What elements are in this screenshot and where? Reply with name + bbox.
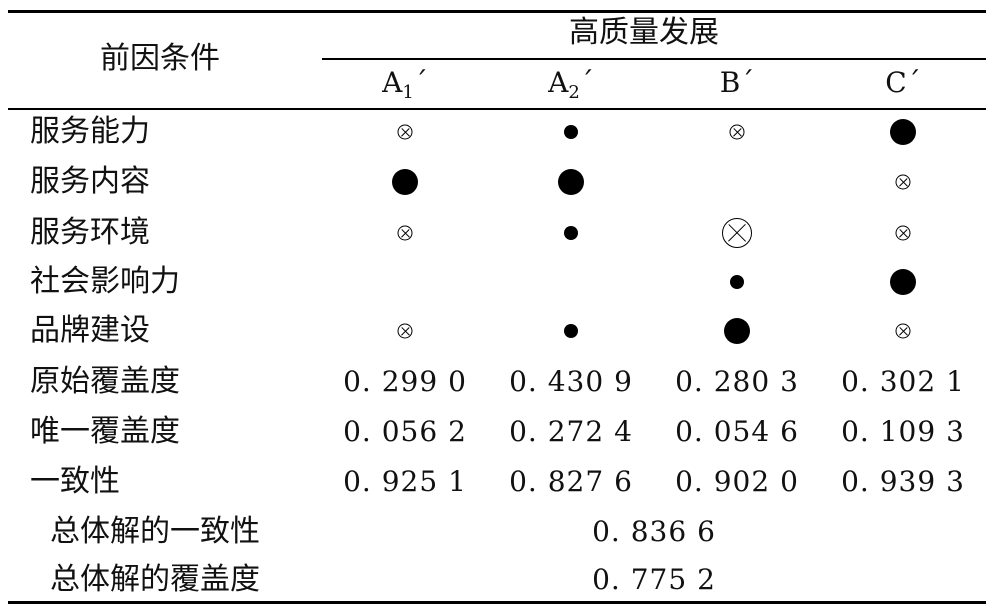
bottom-rule bbox=[8, 601, 986, 604]
crossed-circle-small-icon bbox=[397, 225, 413, 241]
crossed-circle-small-icon bbox=[895, 174, 911, 190]
row-label: 社会影响力 bbox=[30, 264, 180, 299]
filled-circle-large-icon bbox=[392, 169, 418, 195]
metric-value: 0. 827 6 bbox=[509, 465, 633, 498]
summary-value: 0. 775 2 bbox=[592, 563, 716, 596]
metric-value: 0. 302 1 bbox=[841, 365, 965, 398]
row-label: 原始覆盖度 bbox=[30, 364, 180, 399]
row-label: 唯一覆盖度 bbox=[30, 414, 180, 449]
crossed-circle-small-icon bbox=[895, 225, 911, 241]
column-header-1: A1´ bbox=[382, 66, 428, 103]
summary-label: 总体解的一致性 bbox=[50, 514, 260, 549]
row-label: 服务内容 bbox=[30, 164, 150, 199]
top-rule bbox=[8, 10, 986, 13]
row-label: 服务环境 bbox=[30, 215, 150, 250]
metric-value: 0. 280 3 bbox=[675, 365, 799, 398]
group-title: 高质量发展 bbox=[569, 15, 719, 50]
header-label: 前因条件 bbox=[100, 41, 220, 76]
metric-value: 0. 925 1 bbox=[343, 465, 467, 498]
row-label: 服务能力 bbox=[30, 114, 150, 149]
crossed-circle-large-icon bbox=[722, 218, 752, 248]
group-underline bbox=[322, 58, 986, 60]
metric-value: 0. 299 0 bbox=[343, 365, 467, 398]
crossed-circle-small-icon bbox=[397, 323, 413, 339]
filled-circle-large-icon bbox=[890, 269, 916, 295]
row-label: 一致性 bbox=[30, 464, 120, 499]
filled-circle-small-icon bbox=[730, 275, 744, 289]
filled-circle-small-icon bbox=[564, 226, 578, 240]
column-header-2: A2´ bbox=[548, 66, 594, 103]
metric-value: 0. 056 2 bbox=[343, 415, 467, 448]
summary-label: 总体解的覆盖度 bbox=[50, 562, 260, 597]
crossed-circle-small-icon bbox=[895, 323, 911, 339]
row-label: 品牌建设 bbox=[30, 313, 150, 348]
summary-value: 0. 836 6 bbox=[592, 515, 716, 548]
column-header-4: C´ bbox=[885, 66, 921, 99]
metric-value: 0. 054 6 bbox=[675, 415, 799, 448]
filled-circle-large-icon bbox=[724, 318, 750, 344]
metric-value: 0. 109 3 bbox=[841, 415, 965, 448]
column-header-3: B´ bbox=[719, 66, 755, 99]
metric-value: 0. 272 4 bbox=[509, 415, 633, 448]
header-rule bbox=[8, 108, 986, 110]
metric-value: 0. 902 0 bbox=[675, 465, 799, 498]
filled-circle-small-icon bbox=[564, 324, 578, 338]
metric-value: 0. 430 9 bbox=[509, 365, 633, 398]
crossed-circle-small-icon bbox=[397, 124, 413, 140]
filled-circle-large-icon bbox=[558, 169, 584, 195]
filled-circle-small-icon bbox=[564, 125, 578, 139]
filled-circle-large-icon bbox=[890, 119, 916, 145]
crossed-circle-small-icon bbox=[729, 124, 745, 140]
metric-value: 0. 939 3 bbox=[841, 465, 965, 498]
